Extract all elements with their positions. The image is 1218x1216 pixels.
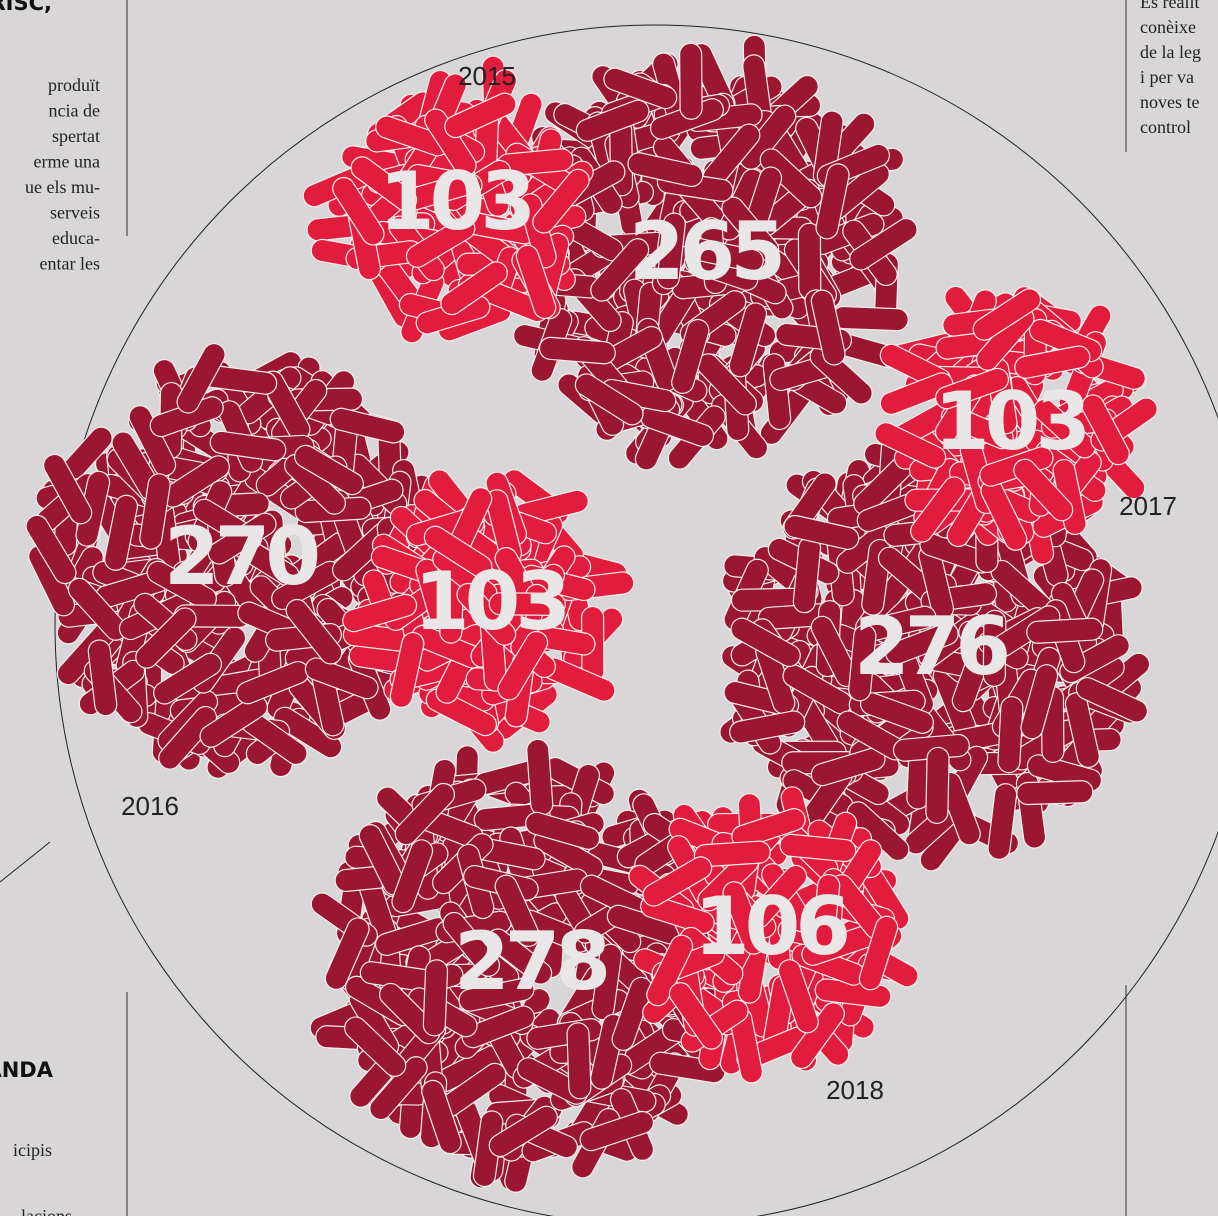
count-label: 106 — [694, 880, 847, 973]
leader-line — [0, 842, 50, 882]
pill — [423, 959, 448, 1036]
heading: RISC, — [0, 0, 52, 15]
pill — [997, 696, 1023, 773]
pill — [526, 739, 554, 816]
year-label: 2015 — [458, 61, 516, 91]
body-line: ncia de — [49, 101, 100, 121]
year-label: 2016 — [121, 791, 179, 821]
pill — [1026, 618, 1103, 644]
body-line: de la leg — [1140, 42, 1201, 62]
count-label: 276 — [854, 600, 1007, 693]
body-line: icipis — [13, 1140, 52, 1160]
body-line: erme una — [34, 152, 100, 172]
count-label: 103 — [414, 555, 566, 648]
body-line: entar les — [40, 254, 100, 274]
pill — [798, 223, 821, 299]
count-label: 278 — [454, 915, 606, 1008]
body-line: lacions — [21, 1206, 72, 1216]
pill — [1016, 780, 1093, 805]
body-line: conèixe — [1140, 17, 1196, 37]
pill — [832, 306, 909, 331]
body-line: i per va — [1140, 67, 1194, 87]
pill — [567, 1022, 592, 1099]
year-label: 2018 — [826, 1075, 884, 1105]
infographic: 265 270 276 278 103 103 103 106 2015 2016 2017 2018… — [0, 0, 1218, 1216]
pill — [926, 747, 950, 823]
year-label: 2017 — [1119, 491, 1177, 521]
body-line: Es realit — [1140, 0, 1199, 12]
heading: ANDA — [0, 1058, 54, 1082]
body-line: produït — [48, 75, 100, 95]
body-line: control — [1140, 117, 1191, 137]
pill — [680, 43, 703, 119]
count-label: 103 — [379, 155, 531, 248]
body-line: spertat — [52, 126, 100, 146]
body-line: noves te — [1140, 92, 1199, 112]
body-line: ue els mu- — [25, 177, 100, 197]
count-label: 103 — [934, 375, 1086, 468]
count-label: 270 — [164, 510, 317, 603]
body-line: serveis — [50, 203, 100, 223]
body-line: educa- — [52, 228, 100, 248]
count-label: 265 — [629, 205, 781, 298]
